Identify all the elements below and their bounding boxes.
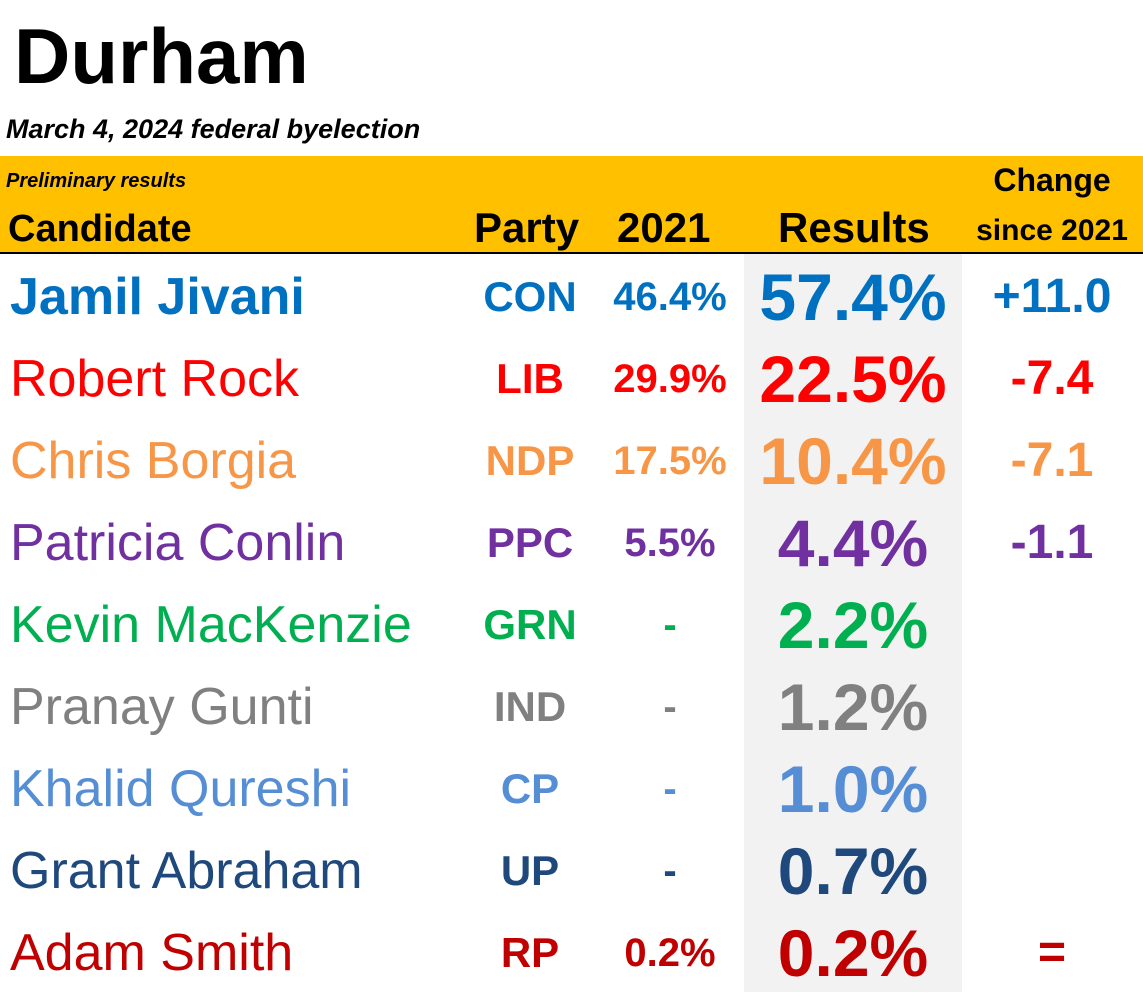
change-since-2021: +11.0	[992, 270, 1112, 323]
table-row: Chris Borgia NDP 17.5% 10.4% -7.1	[0, 420, 1143, 502]
table-row: Patricia Conlin PPC 5.5% 4.4% -1.1	[0, 502, 1143, 584]
result-2021: -	[663, 603, 677, 647]
table-row: Adam Smith RP 0.2% 0.2% =	[0, 912, 1143, 994]
table-row: Grant Abraham UP - 0.7%	[0, 830, 1143, 912]
results-column-background	[744, 254, 962, 992]
change-since-2021: =	[1037, 926, 1067, 979]
candidate-name: Grant Abraham	[10, 842, 363, 900]
result-2021: -	[663, 685, 677, 729]
header-results: Results	[778, 204, 930, 251]
candidate-name: Chris Borgia	[10, 432, 297, 490]
result-2021: -	[663, 849, 677, 893]
party-code: RP	[500, 929, 560, 976]
table-row: Robert Rock LIB 29.9% 22.5% -7.4	[0, 338, 1143, 420]
party-code: GRN	[483, 601, 577, 648]
result-2024: 0.7%	[777, 834, 929, 908]
table-header: Preliminary results Candidate Party 2021…	[0, 156, 1143, 254]
candidate-name: Khalid Qureshi	[10, 760, 352, 818]
header-change-line1: Change	[993, 162, 1111, 198]
candidate-name: Kevin MacKenzie	[10, 596, 412, 654]
preliminary-label: Preliminary results	[6, 170, 187, 192]
result-2024: 1.0%	[777, 752, 929, 826]
table-row: Pranay Gunti IND - 1.2%	[0, 666, 1143, 748]
candidate-name: Patricia Conlin	[10, 514, 346, 572]
result-2024: 10.4%	[759, 424, 947, 498]
header-candidate: Candidate	[8, 208, 192, 250]
change-since-2021: -7.1	[1010, 434, 1094, 487]
header-change-line2: since 2021	[976, 214, 1128, 247]
header-2021: 2021	[617, 204, 711, 251]
result-2021: 46.4%	[613, 275, 727, 319]
party-code: PPC	[486, 519, 574, 566]
result-2021: 0.2%	[624, 931, 716, 975]
change-since-2021: -7.4	[1010, 352, 1094, 405]
party-code: CON	[483, 273, 577, 320]
result-2021: 29.9%	[613, 357, 727, 401]
result-2024: 57.4%	[759, 260, 947, 334]
result-2024: 0.2%	[777, 916, 929, 990]
result-2024: 2.2%	[777, 588, 929, 662]
result-2021: 17.5%	[613, 439, 727, 483]
page-subtitle: March 4, 2024 federal byelection	[6, 114, 421, 144]
party-code: IND	[493, 683, 567, 730]
result-2024: 22.5%	[759, 342, 947, 416]
party-code: NDP	[485, 437, 575, 484]
result-2021: 5.5%	[624, 521, 716, 565]
party-code: CP	[500, 765, 560, 812]
result-2024: 1.2%	[777, 670, 929, 744]
party-code: LIB	[496, 355, 564, 402]
change-since-2021: -1.1	[1010, 516, 1094, 569]
page-title: Durham	[14, 12, 309, 100]
candidate-name: Jamil Jivani	[10, 268, 305, 326]
header-party: Party	[474, 204, 580, 251]
candidate-name: Adam Smith	[10, 924, 294, 982]
result-2021: -	[663, 767, 677, 811]
table-row: Khalid Qureshi CP - 1.0%	[0, 748, 1143, 830]
result-2024: 4.4%	[777, 506, 929, 580]
table-row: Jamil Jivani CON 46.4% 57.4% +11.0	[0, 256, 1143, 338]
candidate-name: Pranay Gunti	[10, 678, 314, 736]
table-row: Kevin MacKenzie GRN - 2.2%	[0, 584, 1143, 666]
candidate-name: Robert Rock	[10, 350, 299, 408]
party-code: UP	[500, 847, 560, 894]
